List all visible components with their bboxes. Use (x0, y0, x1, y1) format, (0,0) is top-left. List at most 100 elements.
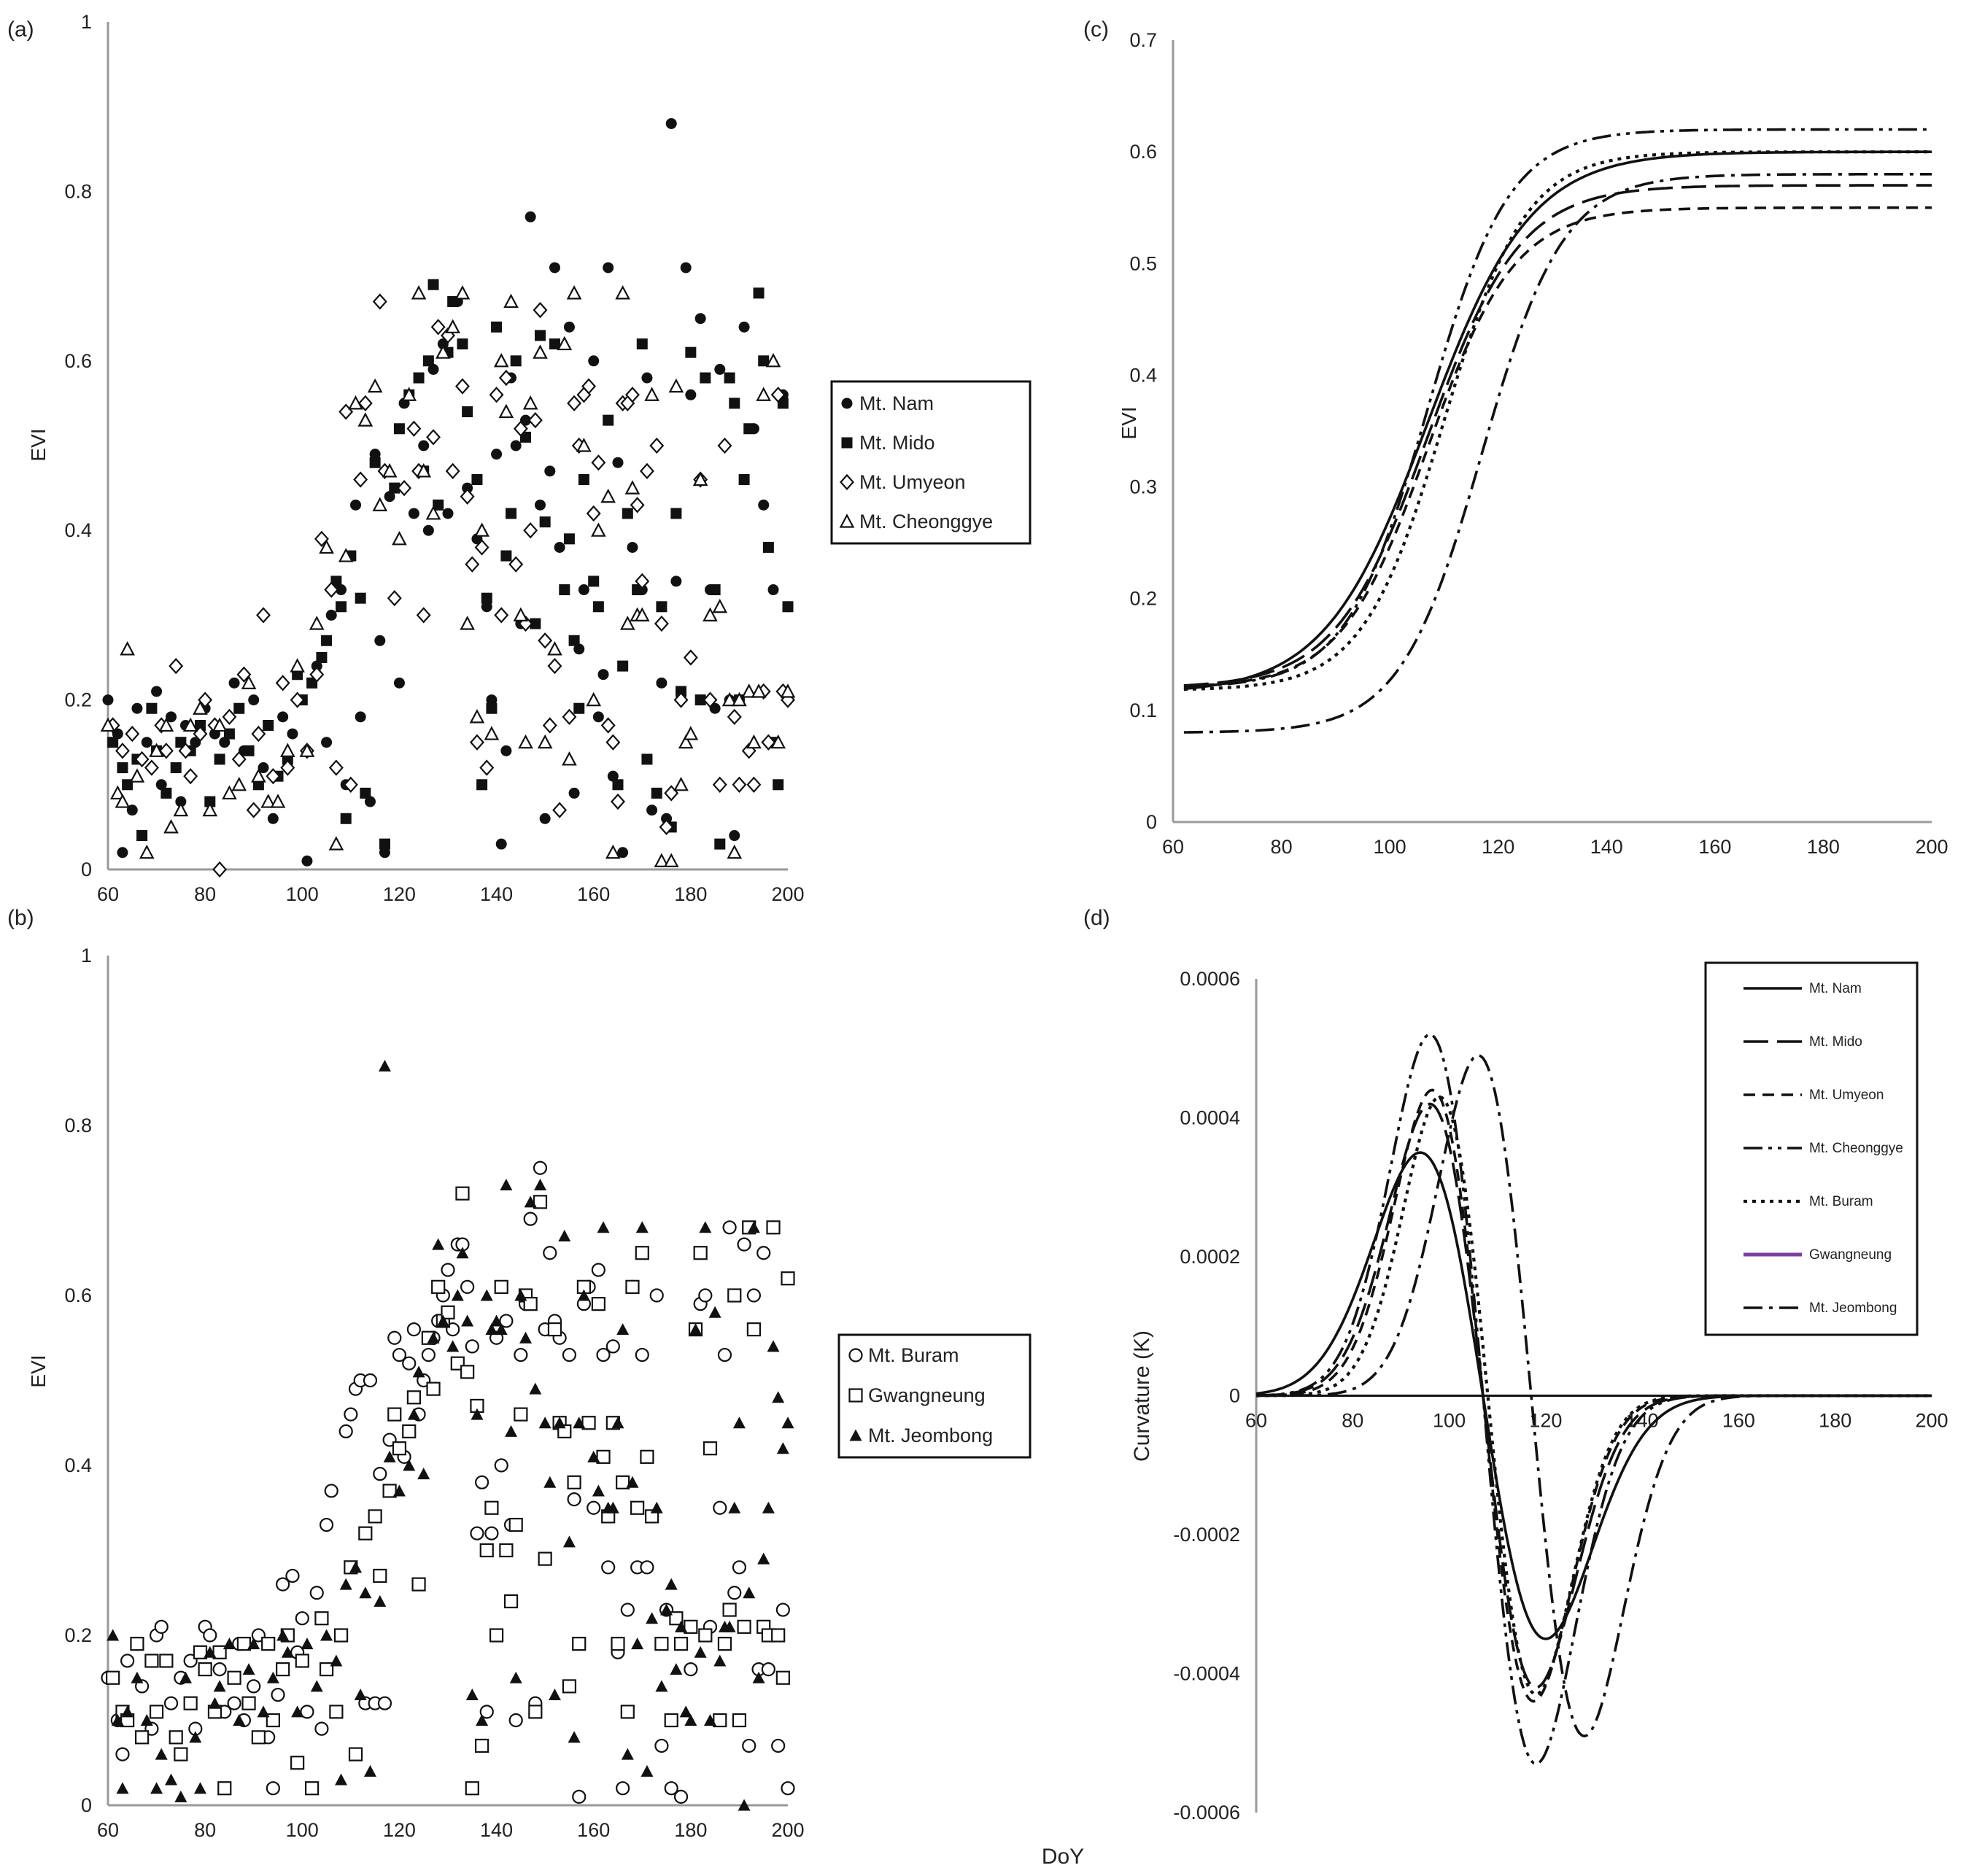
data-point (568, 787, 580, 799)
data-point (500, 745, 512, 756)
data-point (508, 1713, 523, 1728)
data-point (194, 719, 206, 731)
ytick-label-b: 0.2 (64, 1624, 92, 1646)
data-point (107, 1629, 120, 1641)
data-point (270, 794, 286, 808)
panel-b-label: (b) (7, 906, 34, 930)
data-point (233, 1714, 246, 1726)
data-point (692, 471, 708, 487)
data-point (333, 1628, 349, 1643)
data-point (616, 1323, 630, 1336)
xtick-label-a: 80 (194, 883, 216, 905)
xtick-label-b: 80 (194, 1819, 216, 1841)
data-point (727, 1586, 742, 1600)
data-point (276, 1629, 290, 1641)
data-point (135, 1730, 150, 1745)
legend-d-label-1: Mt. Nam (1809, 981, 1862, 996)
data-point (219, 737, 231, 748)
xtick-label-a: 140 (480, 883, 513, 905)
data-point (703, 691, 718, 708)
data-point (474, 1738, 489, 1753)
data-point (465, 556, 480, 573)
data-point (227, 1696, 241, 1710)
data-point (605, 844, 621, 859)
data-point (698, 1288, 713, 1303)
data-point (275, 675, 290, 691)
data-point (612, 779, 624, 791)
data-point (673, 776, 689, 791)
data-point (665, 1578, 678, 1590)
data-point (117, 847, 128, 858)
data-point (311, 660, 322, 672)
data-point (557, 336, 573, 351)
data-point (563, 533, 575, 545)
data-point (426, 1381, 441, 1396)
data-point (379, 847, 390, 858)
xtick-label-c: 80 (1271, 836, 1293, 858)
series-mt-umyeon (105, 293, 795, 878)
data-point (771, 1738, 786, 1753)
data-point (673, 1789, 689, 1804)
data-point (360, 787, 371, 799)
data-point (373, 1467, 387, 1481)
data-point (527, 411, 543, 429)
xtick-label-b: 60 (97, 1819, 119, 1841)
series-gwangneung (106, 1186, 795, 1796)
data-point (460, 616, 475, 630)
data-point (241, 675, 257, 689)
data-point (673, 691, 689, 708)
data-point (641, 1764, 654, 1777)
data-point (355, 711, 366, 723)
data-point (411, 1577, 426, 1592)
ytick-label-d: 0.0004 (1180, 1107, 1240, 1129)
data-point (612, 457, 624, 468)
xtick-label-c: 160 (1698, 836, 1731, 858)
xtick-label-c: 60 (1162, 836, 1184, 858)
data-point (746, 776, 762, 793)
panel-a-legend: Mt. Nam Mt. Mido Mt. Umyeon Mt. Cheonggy… (830, 380, 1032, 545)
data-point (737, 1619, 751, 1634)
xtick-label-b: 100 (286, 1819, 319, 1841)
data-point (476, 779, 488, 791)
data-point (523, 522, 538, 539)
data-point (141, 737, 152, 748)
data-point (454, 378, 470, 395)
legend-marker (839, 513, 855, 528)
data-point (732, 1713, 747, 1728)
legend-marker (841, 398, 853, 409)
panel-a-ylabel: EVI (27, 428, 50, 461)
data-point (592, 711, 604, 723)
data-point (427, 279, 439, 290)
data-point (559, 584, 570, 596)
xtick-label-a: 60 (97, 883, 119, 905)
data-point (392, 1484, 406, 1497)
ytick-label-b: 0.6 (64, 1284, 92, 1306)
data-point (329, 1705, 344, 1719)
ytick-label-d: -0.0002 (1173, 1524, 1240, 1546)
data-point (479, 759, 495, 776)
ytick-label-c: 0.7 (1129, 29, 1157, 51)
data-point (416, 607, 431, 624)
data-point (746, 1288, 762, 1303)
data-point (649, 437, 665, 454)
data-point (460, 488, 475, 505)
data-point (281, 1646, 294, 1658)
data-point (469, 708, 485, 724)
data-point (703, 607, 718, 622)
data-point (669, 1611, 684, 1626)
data-point (476, 1714, 489, 1726)
data-point (178, 743, 193, 759)
data-point (776, 1442, 789, 1454)
legend-marker (849, 1429, 862, 1441)
data-point (378, 1059, 391, 1071)
xtick-label-d: 180 (1819, 1410, 1851, 1432)
data-point (217, 1781, 232, 1796)
data-point (775, 1602, 790, 1617)
data-point (588, 355, 600, 367)
data-point (630, 1500, 645, 1515)
data-point (441, 1263, 455, 1277)
data-point (149, 1705, 164, 1719)
data-point (654, 1738, 669, 1753)
data-point (693, 1246, 708, 1260)
